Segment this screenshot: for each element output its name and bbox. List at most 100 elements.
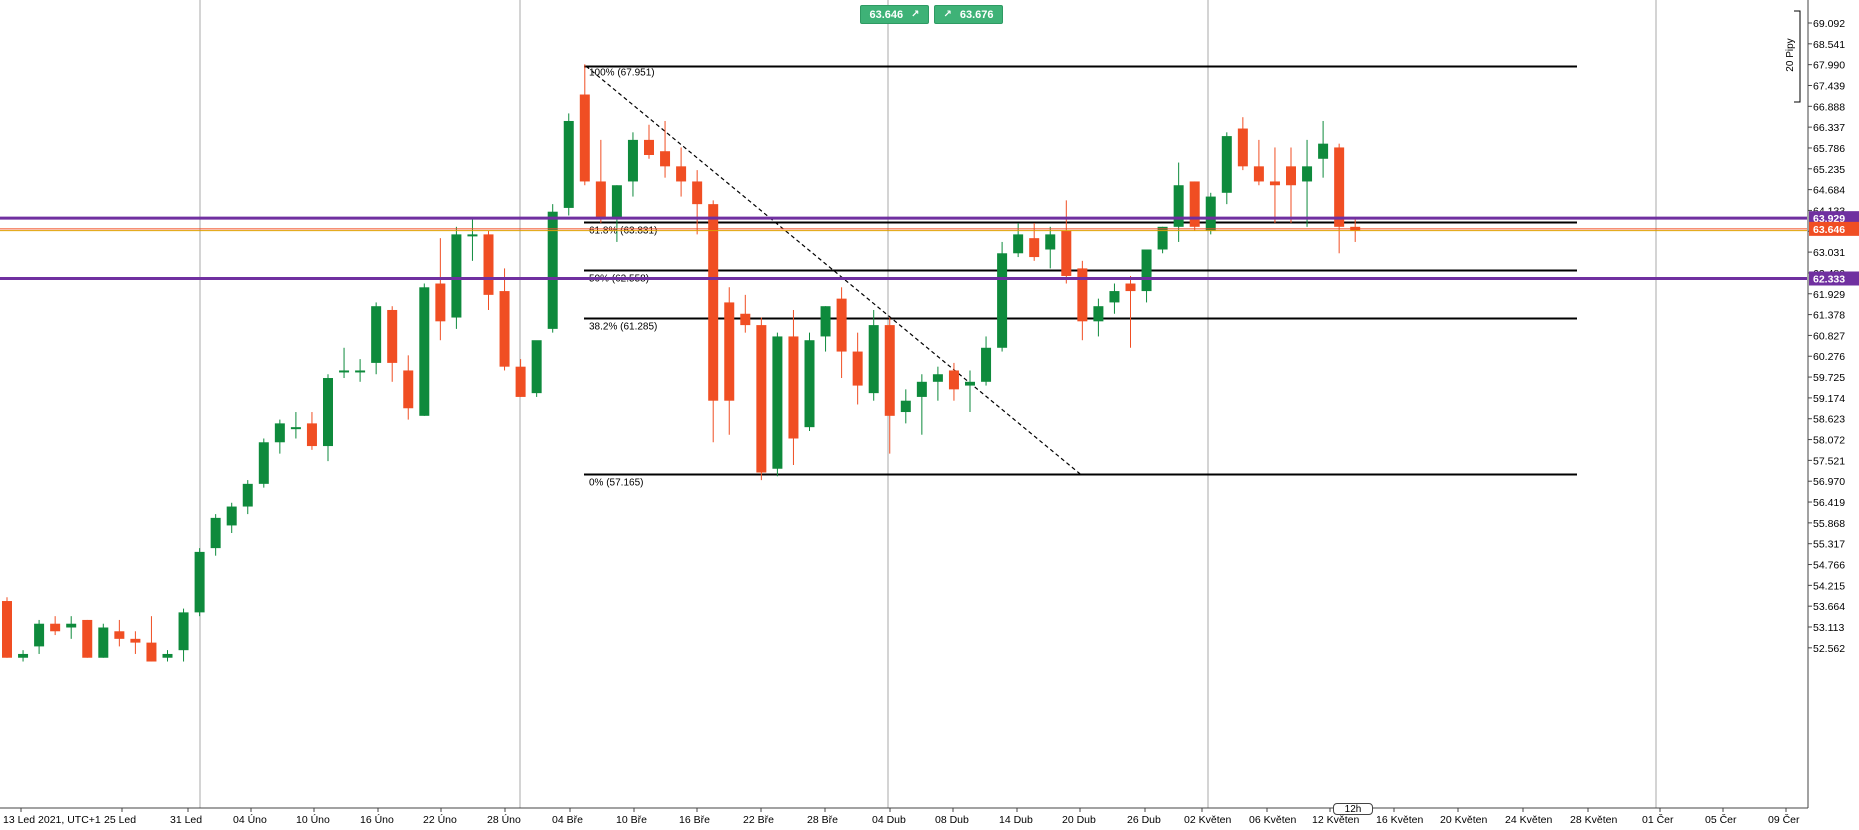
candle-body [515,366,526,397]
x-tick-label: 28 Květen [1570,814,1617,826]
y-tick-label: 54.215 [1813,580,1845,592]
candle-body [595,181,606,220]
fibonacci-level-label: 38.2% (61.285) [589,322,657,333]
y-tick-label: 65.786 [1813,143,1845,155]
candle-body [756,325,767,473]
candle-body [419,287,430,416]
sell-price: 63.646 [869,8,904,21]
timeframe-badge[interactable]: 12h [1333,803,1373,815]
x-tick-label: 22 Bře [743,814,774,826]
y-tick-label: 63.031 [1813,247,1845,259]
candle-body [579,94,590,182]
candle-body [1093,306,1104,322]
fibonacci-level-label: 0% (57.165) [589,478,643,489]
y-tick-label: 61.378 [1813,310,1845,322]
candle-body [997,253,1008,348]
price-tag [1809,221,1859,236]
y-tick-label: 58.623 [1813,414,1845,426]
y-tick-label: 59.174 [1813,393,1845,405]
candle-body [451,234,462,318]
candle-body [836,298,847,352]
x-tick-label: 16 Úno [360,813,394,826]
y-tick-label: 61.929 [1813,289,1845,301]
candle-body [114,631,125,639]
candle-body [98,627,109,658]
y-tick-label: 58.072 [1813,435,1845,447]
y-tick-label: 55.868 [1813,518,1845,530]
y-tick-label: 65.235 [1813,164,1845,176]
x-tick-label: 10 Úno [296,813,330,826]
x-tick-label: 22 Úno [423,813,457,826]
x-tick-label: 26 Dub [1127,814,1161,826]
candle-body [194,551,205,613]
candle-body [146,642,157,662]
price-tag-label: 63.646 [1813,224,1845,236]
candle-body [868,325,879,394]
candle-body [1189,181,1200,227]
candle-body [900,400,911,413]
x-tick-label: 13 Led 2021, UTC+1 [3,814,101,826]
candle-body [130,638,141,643]
x-tick-label: 14 Dub [999,814,1033,826]
y-tick-label: 60.276 [1813,351,1845,363]
x-tick-label: 28 Úno [487,813,521,826]
fibonacci-level-label: 100% (67.951) [589,68,655,79]
candle-body [499,291,510,367]
candle-body [547,211,558,329]
sell-button[interactable]: 63.646 ↗ [860,5,929,24]
candle-body [724,302,735,401]
candle-body [178,612,189,651]
y-tick-label: 56.970 [1813,476,1845,488]
y-tick-label: 56.419 [1813,497,1845,509]
candle-body [258,442,269,484]
candle-body [435,283,446,322]
candle-body [981,347,992,382]
candle-body [948,370,959,390]
candle-body [1318,143,1329,159]
candle-body [563,120,574,208]
y-tick-label: 54.766 [1813,560,1845,572]
candle-body [1205,196,1216,231]
candle-body [1077,268,1088,322]
candle-body [965,381,975,386]
candle-body [2,601,12,658]
x-tick-label: 12 Květen [1312,814,1359,826]
y-tick-label: 60.827 [1813,330,1845,342]
candle-body [1157,226,1168,250]
price-axis [1808,0,1859,830]
x-tick-label: 31 Led [170,814,202,826]
fibonacci-trendline [585,65,1081,475]
y-tick-label: 67.439 [1813,80,1845,92]
x-tick-label: 20 Dub [1062,814,1096,826]
candle-body [18,653,29,658]
candle-body [290,427,301,430]
price-tag-label: 62.333 [1813,273,1845,285]
candle-body [1173,185,1184,227]
candle-body [1269,181,1280,186]
candle-body [1253,166,1264,182]
x-tick-label: 04 Úno [233,813,267,826]
x-tick-label: 10 Bře [616,814,647,826]
y-tick-label: 52.562 [1813,643,1845,655]
candle-body [852,351,863,386]
x-tick-label: 20 Květen [1440,814,1487,826]
candle-body [627,139,638,182]
candle-body [676,166,687,182]
candle-body [531,340,542,394]
candle-body [916,381,927,397]
buy-button[interactable]: ↗ 63.676 [934,5,1003,24]
candle-body [226,506,237,526]
candle-body [932,374,943,382]
candle-body [50,623,61,632]
candle-body [820,306,831,337]
x-tick-label: 25 Led [104,814,136,826]
candle-body [1302,166,1313,182]
candle-body [884,325,895,416]
candle-body [788,336,799,439]
y-tick-label: 66.337 [1813,122,1845,134]
candle-body [772,336,783,469]
candle-body [242,483,253,507]
y-tick-label: 68.541 [1813,39,1845,51]
x-tick-label: 28 Bře [807,814,838,826]
